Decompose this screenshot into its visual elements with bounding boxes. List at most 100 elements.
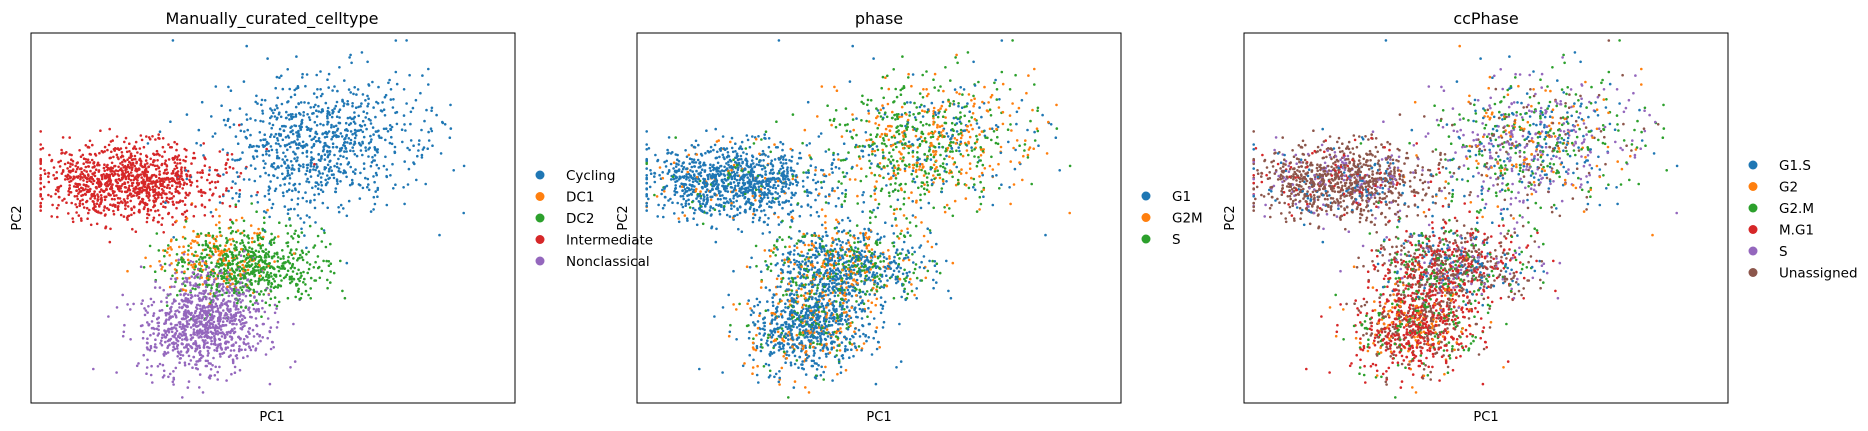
scatter-point xyxy=(945,163,949,166)
scatter-point xyxy=(295,248,298,251)
scatter-point xyxy=(295,159,298,163)
scatter-point xyxy=(371,155,374,159)
scatter-point xyxy=(210,286,213,290)
scatter-point xyxy=(195,141,198,145)
scatter-point xyxy=(248,246,251,249)
scatter-point xyxy=(222,332,225,336)
scatter-point xyxy=(117,205,120,208)
scatter-point xyxy=(262,271,265,274)
scatter-point xyxy=(935,159,938,163)
scatter-point xyxy=(185,174,189,177)
scatter-point xyxy=(294,113,298,116)
scatter-point xyxy=(935,281,938,284)
scatter-point xyxy=(286,241,290,244)
scatter-point xyxy=(261,260,265,264)
scatter-point xyxy=(207,283,211,287)
scatter-point xyxy=(74,164,77,168)
scatter-point xyxy=(1024,139,1027,142)
scatter-point xyxy=(124,186,128,189)
scatter-point xyxy=(789,284,793,288)
scatter-point xyxy=(813,283,817,287)
scatter-point xyxy=(122,166,125,169)
scatter-point xyxy=(218,312,221,316)
scatter-point xyxy=(841,357,845,360)
scatter-point xyxy=(333,134,336,137)
scatter-point xyxy=(113,172,117,175)
scatter-point xyxy=(174,259,178,262)
scatter-point xyxy=(892,171,896,175)
scatter-point xyxy=(248,178,251,181)
scatter-point xyxy=(281,158,285,161)
scatter-point xyxy=(282,194,285,198)
scatter-point xyxy=(52,173,55,177)
scatter-point xyxy=(264,162,267,165)
scatter-point xyxy=(293,88,297,92)
scatter-point xyxy=(752,358,755,362)
scatter-point xyxy=(1049,123,1053,126)
scatter-point xyxy=(186,253,190,256)
scatter-point xyxy=(225,253,228,257)
scatter-point xyxy=(200,100,204,104)
scatter-point xyxy=(195,314,198,318)
scatter-point xyxy=(343,296,347,300)
scatter-point xyxy=(680,170,684,173)
scatter-point xyxy=(319,70,322,73)
scatter-point xyxy=(157,133,160,136)
scatter-point xyxy=(219,331,223,335)
scatter-point xyxy=(760,168,764,171)
scatter-point xyxy=(412,144,415,147)
scatter-point xyxy=(694,208,697,212)
scatter-point xyxy=(224,317,227,320)
scatter-point xyxy=(328,160,331,163)
scatter-point xyxy=(900,188,903,192)
scatter-point xyxy=(161,145,165,149)
scatter-point xyxy=(239,171,243,175)
scatter-point xyxy=(159,342,162,345)
scatter-point xyxy=(229,313,233,316)
scatter-point xyxy=(335,135,338,139)
scatter-point xyxy=(861,155,865,158)
scatter-point xyxy=(228,335,232,338)
scatter-point xyxy=(249,164,253,167)
scatter-point xyxy=(933,170,937,173)
scatter-point xyxy=(923,110,927,113)
scatter-point xyxy=(197,297,201,301)
scatter-point xyxy=(174,280,177,284)
scatter-point xyxy=(145,154,148,157)
scatter-point xyxy=(417,143,421,146)
scatter-point xyxy=(182,258,185,262)
scatter-point xyxy=(462,164,466,168)
scatter-point xyxy=(235,291,238,295)
scatter-point xyxy=(296,234,300,237)
scatter-point xyxy=(882,96,885,100)
scatter-point xyxy=(81,202,85,206)
scatter-point xyxy=(270,133,273,136)
scatter-point xyxy=(692,217,695,220)
scatter-point xyxy=(890,125,893,128)
scatter-point xyxy=(153,345,157,349)
scatter-point xyxy=(337,210,341,214)
scatter-point xyxy=(328,113,332,117)
scatter-point xyxy=(830,281,834,285)
scatter-point xyxy=(975,164,979,168)
scatter-point xyxy=(213,349,216,352)
scatter-point xyxy=(169,315,172,318)
scatter-point xyxy=(164,206,167,209)
scatter-point xyxy=(39,160,42,164)
scatter-point xyxy=(246,268,250,272)
scatter-point xyxy=(973,183,976,186)
scatter-point xyxy=(56,215,59,219)
scatter-point xyxy=(314,168,317,172)
scatter-point xyxy=(333,153,336,157)
scatter-point xyxy=(129,308,132,311)
scatter-point xyxy=(146,321,149,324)
scatter-point xyxy=(359,128,363,132)
scatter-point xyxy=(318,140,322,144)
scatter-point xyxy=(945,203,949,207)
scatter-point xyxy=(222,351,226,355)
scatter-point xyxy=(186,267,190,271)
scatter-point xyxy=(857,345,861,348)
scatter-point xyxy=(341,289,344,293)
scatter-point xyxy=(75,189,78,192)
scatter-point xyxy=(201,313,204,317)
